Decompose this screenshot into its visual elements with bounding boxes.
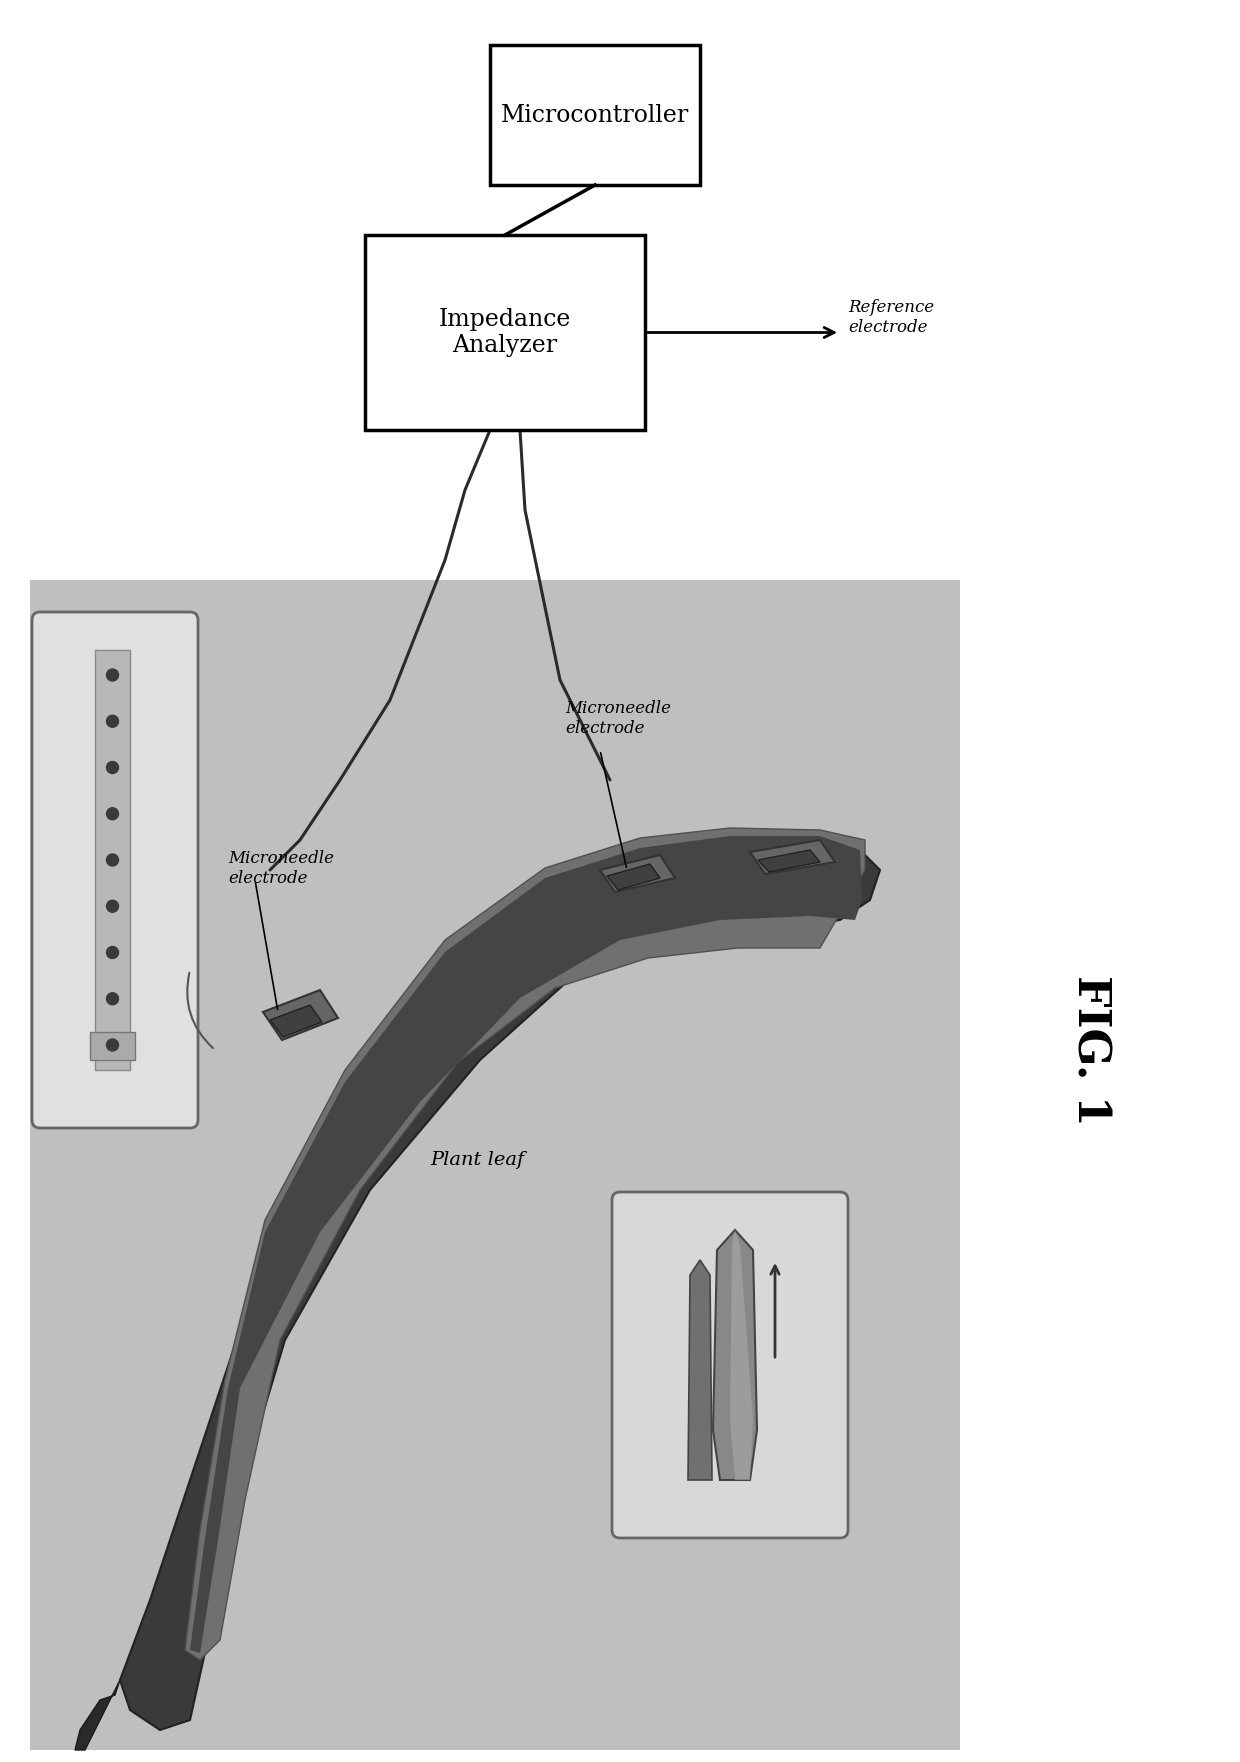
Circle shape bbox=[107, 1040, 119, 1050]
Polygon shape bbox=[758, 849, 820, 872]
Circle shape bbox=[107, 946, 119, 959]
Text: Plant leaf: Plant leaf bbox=[430, 1151, 525, 1168]
Text: Microneedle
electrode: Microneedle electrode bbox=[565, 700, 671, 737]
Polygon shape bbox=[730, 1230, 753, 1480]
Circle shape bbox=[107, 992, 119, 1004]
Polygon shape bbox=[688, 1260, 712, 1480]
Circle shape bbox=[107, 761, 119, 774]
Polygon shape bbox=[120, 840, 880, 1730]
Polygon shape bbox=[185, 828, 866, 1660]
FancyBboxPatch shape bbox=[32, 611, 198, 1128]
Text: FIG. 1: FIG. 1 bbox=[1069, 974, 1111, 1126]
FancyBboxPatch shape bbox=[613, 1193, 848, 1538]
Polygon shape bbox=[74, 1679, 120, 1750]
Polygon shape bbox=[190, 835, 862, 1653]
Circle shape bbox=[107, 807, 119, 819]
Text: Impedance
Analyzer: Impedance Analyzer bbox=[439, 308, 572, 358]
Polygon shape bbox=[713, 1230, 756, 1480]
Circle shape bbox=[107, 670, 119, 680]
Text: Reference
electrode: Reference electrode bbox=[848, 300, 934, 337]
Circle shape bbox=[107, 900, 119, 913]
Bar bbox=[91, 1033, 135, 1061]
Bar bbox=[30, 580, 960, 1750]
Polygon shape bbox=[263, 990, 339, 1040]
Polygon shape bbox=[750, 840, 835, 874]
Polygon shape bbox=[608, 863, 660, 890]
Bar bbox=[365, 234, 645, 430]
Polygon shape bbox=[270, 1004, 322, 1038]
Circle shape bbox=[107, 715, 119, 728]
Bar bbox=[95, 650, 130, 1070]
Text: Microcontroller: Microcontroller bbox=[501, 104, 689, 127]
Bar bbox=[490, 46, 701, 185]
Circle shape bbox=[107, 855, 119, 865]
Text: Microneedle
electrode: Microneedle electrode bbox=[228, 849, 334, 886]
Polygon shape bbox=[600, 855, 675, 892]
